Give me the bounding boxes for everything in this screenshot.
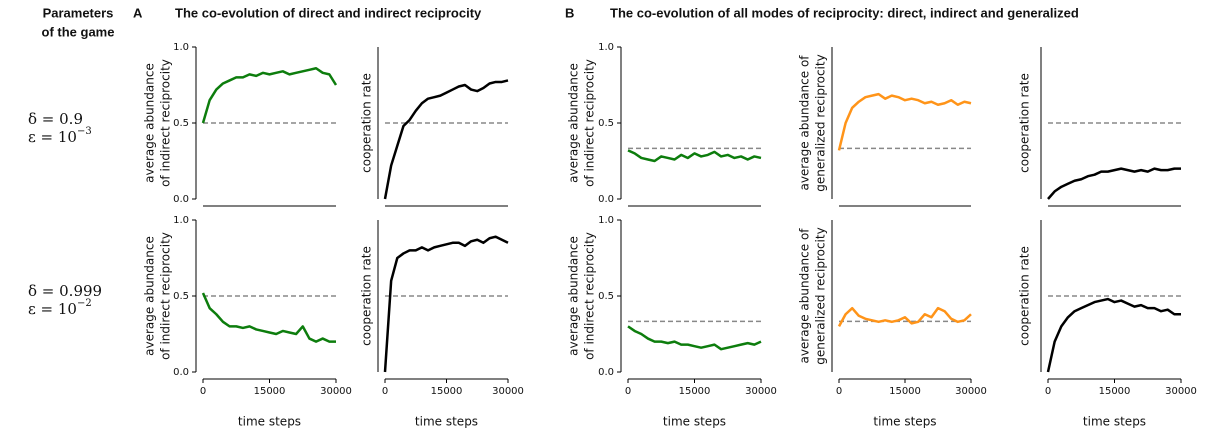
- y-axis-label: average abundance of: [798, 228, 812, 364]
- x-axis-label: time steps: [415, 415, 478, 429]
- x-tick-label: 15000: [1099, 386, 1131, 397]
- y-axis-label: of indirect reciprocity: [583, 59, 597, 187]
- x-tick-label: 0: [200, 386, 206, 397]
- series-line: [627, 149, 762, 163]
- y-axis-label: of indirect reciprocity: [159, 59, 173, 187]
- y-tick-label: 0.5: [598, 291, 614, 302]
- x-tick-label: 30000: [320, 386, 352, 397]
- y-axis-label: generalized reciprocity: [814, 54, 828, 191]
- series-line: [383, 79, 509, 200]
- y-tick-label: 0.0: [598, 367, 614, 378]
- param-delta: δ = 0.999: [28, 282, 102, 300]
- y-axis-label: average abundance: [567, 63, 581, 183]
- y-axis-label: average abundance of: [798, 55, 812, 191]
- x-tick-label: 15000: [431, 386, 463, 397]
- panel-letter: B: [565, 5, 574, 20]
- panel-title: The co-evolution of direct and indirect …: [175, 5, 482, 20]
- y-tick-label: 1.0: [173, 215, 189, 226]
- series-line: [383, 235, 509, 373]
- x-axis-label: time steps: [1083, 415, 1146, 429]
- y-tick-label: 1.0: [598, 42, 614, 53]
- y-tick-label: 0.0: [173, 367, 189, 378]
- epsilon: ε = 10: [28, 128, 77, 146]
- y-axis-label: cooperation rate: [360, 246, 374, 346]
- y-tick-label: 0.5: [173, 118, 189, 129]
- x-tick-label: 30000: [745, 386, 777, 397]
- y-axis-label: cooperation rate: [360, 73, 374, 173]
- series-line: [201, 292, 336, 343]
- x-tick-label: 15000: [889, 386, 921, 397]
- y-axis-label: generalized reciprocity: [814, 227, 828, 364]
- y-axis-label: of indirect reciprocity: [583, 232, 597, 360]
- y-axis-label: cooperation rate: [1018, 73, 1032, 173]
- param-epsilon: ε = 10−3: [28, 126, 92, 147]
- x-axis-label: time steps: [238, 415, 301, 429]
- param-delta: δ = 0.9: [28, 110, 83, 128]
- x-axis-label: time steps: [873, 415, 936, 429]
- params-heading: of the game: [42, 24, 115, 39]
- params-heading: Parameters: [43, 5, 114, 20]
- param-epsilon: ε = 10−2: [28, 298, 92, 319]
- x-tick-label: 0: [625, 386, 631, 397]
- series-line: [837, 306, 972, 327]
- x-tick-label: 15000: [679, 386, 711, 397]
- x-tick-label: 30000: [492, 386, 524, 397]
- y-tick-label: 0.5: [598, 118, 614, 129]
- x-tick-label: 15000: [254, 386, 286, 397]
- panel-letter: A: [133, 5, 143, 20]
- y-tick-label: 1.0: [173, 42, 189, 53]
- x-tick-label: 30000: [955, 386, 987, 397]
- y-axis-label: of indirect reciprocity: [159, 232, 173, 360]
- y-tick-label: 0.0: [173, 194, 189, 205]
- y-tick-label: 0.5: [173, 291, 189, 302]
- x-tick-label: 0: [836, 386, 842, 397]
- y-axis-label: average abundance: [143, 236, 157, 356]
- series-line: [627, 325, 762, 351]
- y-axis-label: cooperation rate: [1018, 246, 1032, 346]
- y-tick-label: 1.0: [598, 215, 614, 226]
- y-tick-label: 0.0: [598, 194, 614, 205]
- y-axis-label: average abundance: [567, 236, 581, 356]
- epsilon-exp: −2: [77, 298, 92, 309]
- epsilon-exp: −3: [77, 126, 92, 137]
- series-line: [1047, 167, 1181, 200]
- x-axis-label: time steps: [663, 415, 726, 429]
- epsilon: ε = 10: [28, 300, 77, 318]
- series-line: [1046, 297, 1181, 373]
- series-line: [837, 92, 972, 151]
- series-line: [201, 67, 338, 124]
- y-axis-label: average abundance: [143, 63, 157, 183]
- panel-title: The co-evolution of all modes of recipro…: [610, 5, 1079, 20]
- x-tick-label: 30000: [1165, 386, 1197, 397]
- x-tick-label: 0: [1045, 386, 1051, 397]
- x-tick-label: 0: [382, 386, 388, 397]
